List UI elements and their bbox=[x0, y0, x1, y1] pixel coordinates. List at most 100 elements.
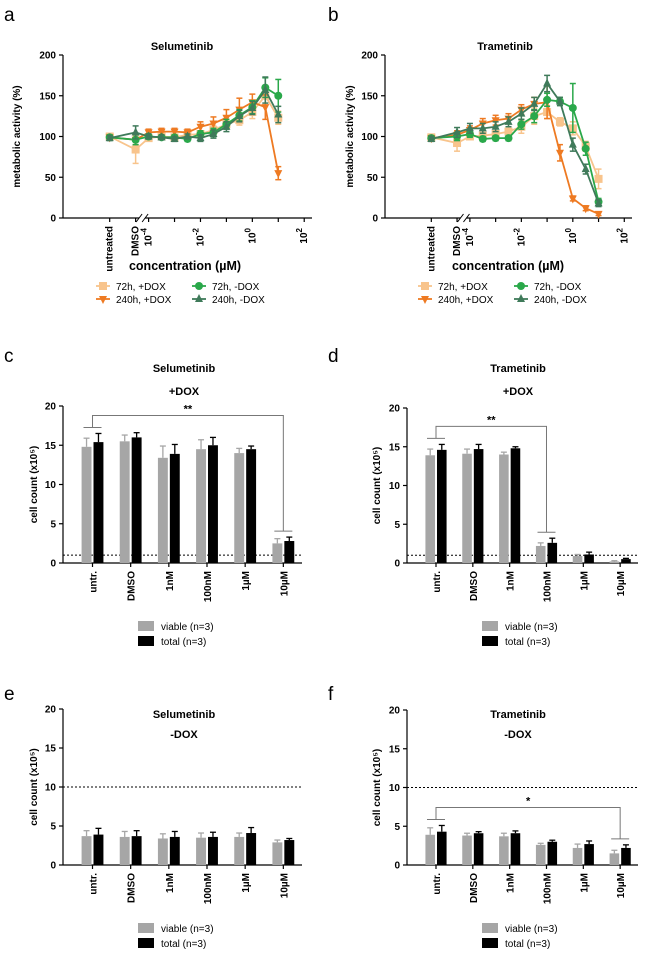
data-point bbox=[530, 112, 539, 121]
data-point bbox=[465, 123, 474, 132]
bar-viable bbox=[272, 543, 283, 563]
y-tick-label: 0 bbox=[50, 214, 56, 225]
x-tick-base: 10 bbox=[465, 235, 476, 247]
x-tick-base: 10 bbox=[195, 235, 206, 247]
bar-viable bbox=[535, 545, 546, 563]
legend-label: 72h, +DOX bbox=[116, 282, 166, 293]
x-tick-base: 10 bbox=[247, 232, 258, 244]
x-category-label: untreated bbox=[426, 226, 437, 272]
data-point bbox=[170, 128, 179, 137]
y-tick-label: 10 bbox=[389, 481, 401, 492]
y-tick-label: 100 bbox=[361, 132, 378, 143]
data-point bbox=[170, 133, 179, 142]
chart-subtitle: -DOX bbox=[170, 729, 198, 741]
y-tick-label: 20 bbox=[45, 705, 57, 716]
legend-swatch bbox=[138, 938, 154, 948]
bar-total bbox=[169, 453, 180, 563]
data-point bbox=[543, 78, 552, 87]
chart-title: Trametinib bbox=[477, 41, 533, 53]
axis-break bbox=[135, 213, 143, 223]
x-category-label: untr. bbox=[89, 873, 100, 895]
bar-total bbox=[510, 833, 521, 865]
data-point bbox=[235, 111, 244, 120]
y-tick-label: 20 bbox=[389, 706, 401, 717]
y-tick-label: 0 bbox=[50, 861, 56, 872]
x-category-label: 100nM bbox=[203, 873, 214, 904]
bar-total bbox=[436, 831, 447, 865]
significance-label: ** bbox=[487, 414, 496, 426]
y-tick-label: 20 bbox=[389, 404, 401, 415]
y-tick-label: 15 bbox=[45, 744, 57, 755]
x-category-label: DMSO bbox=[127, 571, 138, 601]
bar-viable bbox=[535, 844, 546, 865]
legend-swatch bbox=[138, 636, 154, 646]
data-point bbox=[594, 210, 603, 219]
data-point bbox=[105, 133, 114, 142]
x-category-label: 1nM bbox=[165, 571, 176, 591]
y-tick-label: 0 bbox=[394, 559, 400, 570]
x-tick-exponent: 2 bbox=[295, 227, 304, 232]
x-category-label: 1nM bbox=[506, 873, 517, 893]
y-tick-label: 5 bbox=[50, 822, 56, 833]
x-tick-label: 100 bbox=[564, 227, 579, 243]
significance-bracket bbox=[92, 414, 284, 532]
y-tick-label: 200 bbox=[361, 51, 378, 62]
x-category-label: DMSO bbox=[131, 226, 142, 256]
legend: 72h, +DOX 240h, +DOX 72h, -DOX 240h, -DOX bbox=[96, 282, 265, 306]
y-axis-label: cell count (x10⁵) bbox=[29, 446, 40, 524]
legend-label: viable (n=3) bbox=[161, 622, 214, 633]
y-axis-label: metabolic activity (%) bbox=[345, 85, 356, 187]
data-point bbox=[478, 123, 487, 132]
y-tick-label: 100 bbox=[39, 132, 56, 143]
data-point bbox=[261, 104, 270, 113]
y-axis-label: cell count (x10⁵) bbox=[372, 447, 383, 525]
data-point bbox=[261, 85, 270, 94]
bar-total bbox=[473, 833, 484, 865]
data-point bbox=[568, 195, 577, 204]
data-point bbox=[274, 170, 283, 179]
data-point bbox=[427, 133, 436, 142]
chart-subtitle: +DOX bbox=[503, 386, 534, 398]
x-category-label: 1µM bbox=[579, 571, 590, 591]
x-category-label: DMSO bbox=[127, 873, 138, 903]
data-point bbox=[222, 121, 231, 130]
x-tick-exponent: -4 bbox=[461, 227, 470, 235]
legend-swatch bbox=[482, 923, 498, 933]
bar-viable bbox=[572, 556, 583, 563]
bar-total bbox=[131, 437, 142, 563]
data-point bbox=[453, 139, 462, 148]
bar-total bbox=[473, 449, 484, 563]
bar-viable bbox=[234, 836, 245, 865]
bar-viable bbox=[499, 454, 509, 563]
y-tick-label: 0 bbox=[50, 559, 56, 570]
x-category-label: 1µM bbox=[241, 873, 252, 893]
x-tick-label: 10-4 bbox=[140, 227, 155, 246]
legend-label: total (n=3) bbox=[505, 637, 550, 648]
bar-viable bbox=[462, 453, 472, 563]
data-point bbox=[491, 130, 500, 139]
x-category-label: 100nM bbox=[542, 571, 553, 602]
bar-viable bbox=[499, 836, 509, 865]
bar-viable bbox=[81, 446, 92, 563]
axis-break bbox=[463, 213, 470, 223]
series-3 bbox=[427, 74, 603, 208]
x-tick-label: 10-2 bbox=[512, 227, 527, 246]
y-tick-label: 5 bbox=[394, 520, 400, 531]
bar-total bbox=[131, 836, 142, 865]
bar-viable bbox=[272, 842, 283, 865]
data-point bbox=[157, 132, 166, 141]
y-axis-label: cell count (x10⁵) bbox=[372, 749, 383, 827]
panel-e-chart: Selumetinib -DOX 0 5 10 15 20 cell count (x10⁵)… bbox=[29, 705, 302, 950]
legend-marker bbox=[517, 282, 525, 290]
x-tick-label: 10-4 bbox=[461, 227, 476, 246]
x-category-label: untr. bbox=[432, 873, 443, 895]
series-3 bbox=[105, 76, 283, 143]
panel-label-b: b bbox=[328, 5, 339, 26]
significance-bracket bbox=[435, 425, 547, 533]
x-tick-label: 102 bbox=[615, 227, 630, 243]
x-category-label: 10µM bbox=[279, 873, 290, 898]
y-tick-label: 10 bbox=[389, 783, 401, 794]
data-point bbox=[465, 130, 474, 139]
